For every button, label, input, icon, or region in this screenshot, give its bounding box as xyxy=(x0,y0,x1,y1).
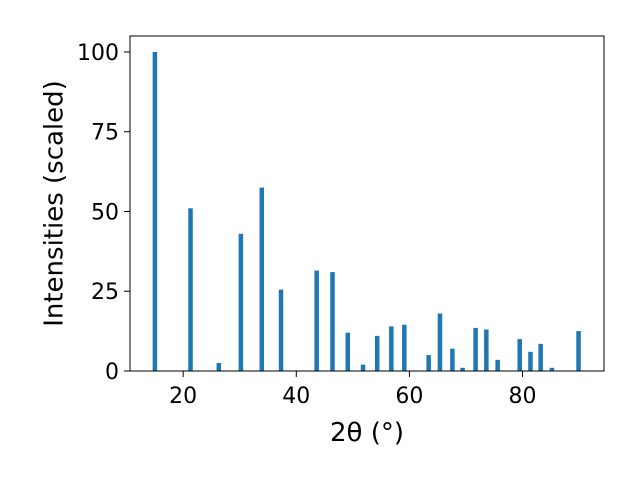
bar xyxy=(216,363,222,371)
x-tick-label: 40 xyxy=(282,384,310,409)
bar xyxy=(576,331,581,371)
bar xyxy=(278,289,284,371)
y-tick-label: 100 xyxy=(77,41,119,66)
y-axis-label: Intensities (scaled) xyxy=(40,80,70,327)
bar xyxy=(345,332,351,371)
x-ticks: 20 40 60 80 xyxy=(169,371,537,409)
bar xyxy=(402,324,407,371)
bar xyxy=(538,343,543,371)
bar xyxy=(152,51,158,371)
bar xyxy=(389,326,394,371)
bar xyxy=(473,327,478,371)
y-tick-label: 0 xyxy=(105,360,119,385)
bar xyxy=(188,208,193,371)
bar xyxy=(460,367,465,371)
bar xyxy=(238,233,244,371)
bar xyxy=(374,335,380,371)
bar xyxy=(549,367,555,371)
y-ticks: 0 25 50 75 100 xyxy=(77,41,130,385)
x-tick-label: 80 xyxy=(509,384,537,409)
bars-group xyxy=(152,51,581,371)
bar xyxy=(314,270,319,371)
bar xyxy=(450,348,455,371)
x-tick-label: 60 xyxy=(395,384,423,409)
bar xyxy=(495,359,500,371)
x-axis-label: 2θ (°) xyxy=(330,418,404,448)
bar xyxy=(437,313,443,371)
bar xyxy=(528,351,533,371)
bar xyxy=(484,329,489,371)
x-tick-label: 20 xyxy=(169,384,197,409)
y-tick-label: 75 xyxy=(91,121,119,146)
bar xyxy=(360,364,366,371)
bar xyxy=(330,272,335,371)
y-tick-label: 50 xyxy=(91,200,119,225)
plot-frame xyxy=(129,35,605,372)
bar xyxy=(426,355,431,371)
y-tick-label: 25 xyxy=(91,280,119,305)
bar xyxy=(517,339,522,371)
bar xyxy=(259,187,265,371)
